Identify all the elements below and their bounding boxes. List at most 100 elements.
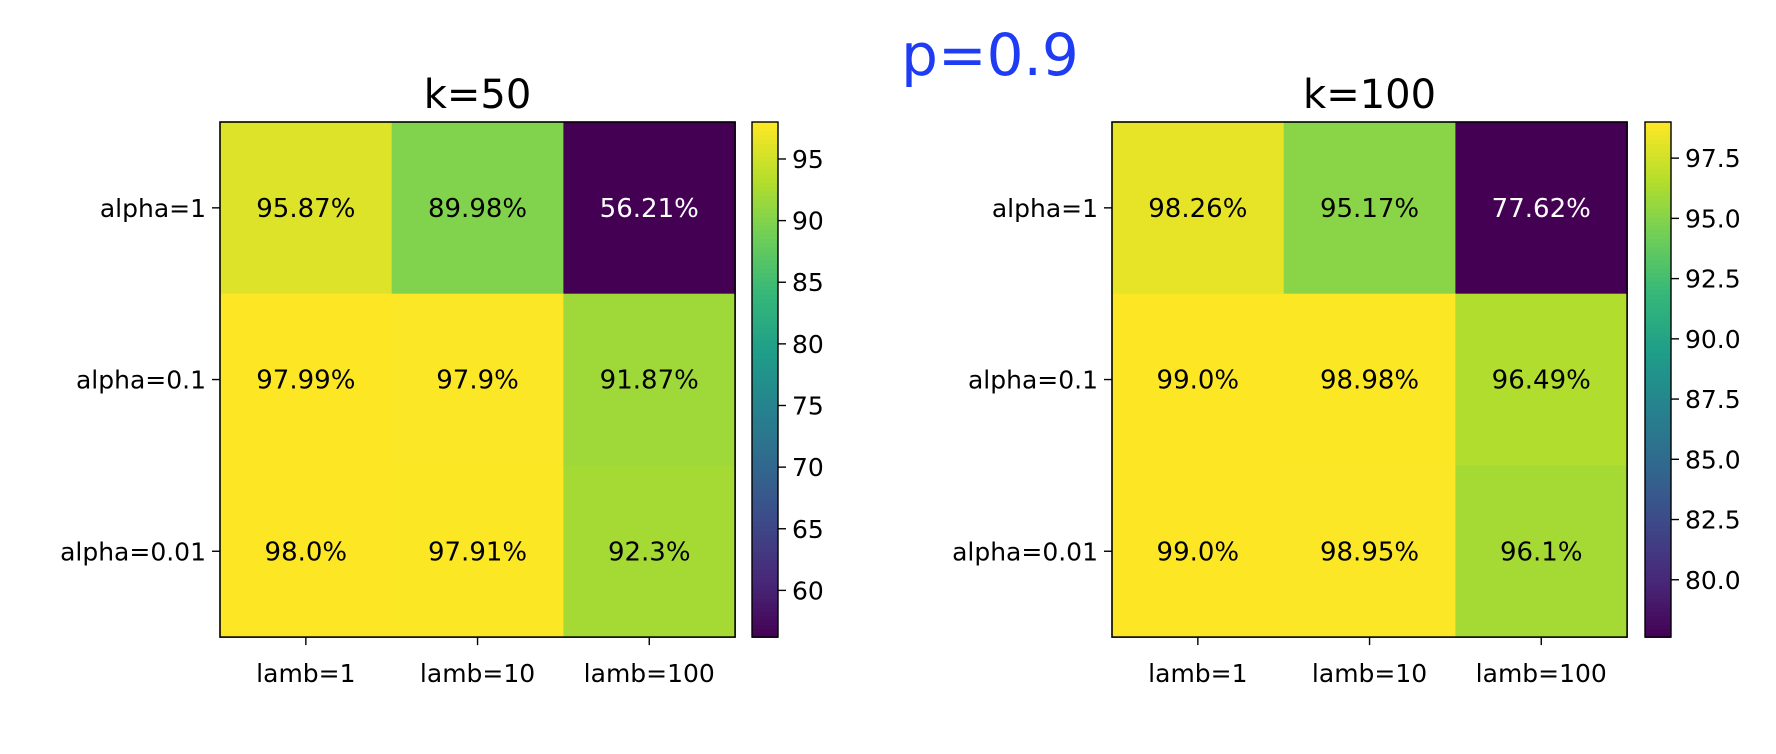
colorbar-segment bbox=[1645, 478, 1671, 484]
colorbar-segment bbox=[1645, 521, 1671, 527]
colorbar-segment bbox=[752, 315, 778, 321]
heatmap-cell bbox=[563, 122, 736, 295]
colorbar-segment bbox=[752, 418, 778, 424]
colorbar-segment bbox=[752, 306, 778, 312]
colorbar-segment bbox=[1645, 628, 1671, 634]
colorbar-segment bbox=[1645, 525, 1671, 531]
colorbar-segment bbox=[752, 229, 778, 235]
colorbar-segment bbox=[752, 482, 778, 488]
colorbar-segment bbox=[1645, 246, 1671, 252]
colorbar-segment bbox=[752, 401, 778, 407]
colorbar-segment bbox=[752, 439, 778, 445]
y-tick-label: alpha=0.01 bbox=[952, 537, 1098, 566]
colorbar-frame bbox=[751, 121, 779, 638]
colorbar-segment bbox=[752, 559, 778, 565]
colorbar-segment bbox=[752, 577, 778, 583]
colorbar-segment bbox=[752, 186, 778, 192]
colorbar-segment bbox=[1645, 164, 1671, 171]
colorbar-segment bbox=[752, 156, 778, 162]
colorbar-segment bbox=[752, 504, 778, 510]
colorbar-segment bbox=[1645, 538, 1671, 544]
colorbar-segment bbox=[1645, 263, 1671, 269]
colorbar-segment bbox=[752, 362, 778, 368]
colorbar-segment bbox=[1645, 182, 1671, 188]
colorbar-segment bbox=[752, 538, 778, 544]
heatmap-cell bbox=[1112, 122, 1285, 295]
colorbar-segment bbox=[1645, 418, 1671, 424]
colorbar-segment bbox=[1645, 225, 1671, 231]
colorbar-segment bbox=[1645, 581, 1671, 587]
colorbar-segment bbox=[752, 405, 778, 411]
heatmap-panel-1: k=50 95.87% 89.98% 56.21% 97.99% 97.9% 91.87% 9… bbox=[60, 72, 824, 688]
colorbar-segment bbox=[1645, 564, 1671, 570]
colorbar: 60 65 70 75 80 85 90 95 bbox=[751, 121, 824, 638]
colorbar-segment bbox=[752, 375, 778, 381]
colorbar-segment bbox=[1645, 285, 1671, 291]
colorbar-segment bbox=[1645, 250, 1671, 256]
colorbar-segment bbox=[752, 456, 778, 462]
colorbar-segment bbox=[1645, 272, 1671, 278]
colorbar-segment bbox=[752, 182, 778, 188]
colorbar-tick-label: 97.5 bbox=[1685, 144, 1741, 173]
colorbar-segment bbox=[1645, 194, 1671, 201]
colorbar-segment bbox=[1645, 336, 1671, 342]
colorbar-tick-label: 90 bbox=[792, 207, 824, 236]
cell-value-label: 98.0% bbox=[265, 537, 348, 567]
colorbar-segment bbox=[752, 267, 778, 274]
colorbar-segment bbox=[752, 551, 778, 557]
colorbar-segment bbox=[1645, 134, 1671, 140]
colorbar-segment bbox=[1645, 276, 1671, 282]
colorbar-segment bbox=[1645, 143, 1671, 149]
cell-value-label: 98.98% bbox=[1320, 366, 1419, 396]
colorbar-segment bbox=[752, 276, 778, 282]
colorbar-segment bbox=[1645, 559, 1671, 565]
colorbar-segment bbox=[752, 478, 778, 484]
colorbar-segment bbox=[1645, 310, 1671, 316]
colorbar-segment bbox=[752, 272, 778, 278]
colorbar-tick-label: 80.0 bbox=[1685, 566, 1741, 595]
colorbar-segment bbox=[752, 147, 778, 153]
colorbar-segment bbox=[752, 225, 778, 231]
colorbar-segment bbox=[1645, 572, 1671, 578]
colorbar-tick-label: 95.0 bbox=[1685, 204, 1741, 233]
colorbar-segment bbox=[752, 521, 778, 527]
colorbar-segment bbox=[1645, 529, 1671, 535]
colorbar-segment bbox=[1645, 516, 1671, 523]
colorbar-segment bbox=[752, 443, 778, 450]
colorbar-segment bbox=[752, 152, 778, 158]
colorbar-segment bbox=[1645, 345, 1671, 351]
y-tick-label: alpha=0.1 bbox=[76, 366, 206, 395]
colorbar-segment bbox=[1645, 568, 1671, 574]
colorbar-segment bbox=[1645, 328, 1671, 334]
y-tick-label: alpha=0.1 bbox=[968, 366, 1098, 395]
colorbar-segment bbox=[1645, 542, 1671, 548]
colorbar-segment bbox=[1645, 401, 1671, 407]
colorbar-segment bbox=[1645, 448, 1671, 454]
colorbar-segment bbox=[752, 619, 778, 626]
colorbar-segment bbox=[752, 615, 778, 621]
colorbar-tick-label: 95 bbox=[792, 145, 824, 174]
colorbar-segment bbox=[752, 122, 778, 128]
colorbar-segment bbox=[752, 143, 778, 149]
colorbar-segment bbox=[752, 508, 778, 514]
colorbar-segment bbox=[752, 207, 778, 213]
colorbar-segment bbox=[1645, 491, 1671, 497]
colorbar-segment bbox=[1645, 237, 1671, 243]
colorbar-segment bbox=[1645, 551, 1671, 557]
colorbar-tick-label: 87.5 bbox=[1685, 385, 1741, 414]
panel-title: k=100 bbox=[1303, 72, 1436, 118]
colorbar-segment bbox=[752, 564, 778, 570]
colorbar-segment bbox=[752, 255, 778, 261]
colorbar: 80.0 82.5 85.0 87.5 90.0 92.5 95.0 97.5 bbox=[1644, 121, 1741, 638]
colorbar-segment bbox=[752, 130, 778, 136]
colorbar-segment bbox=[1645, 469, 1671, 475]
colorbar-segment bbox=[1645, 589, 1671, 595]
colorbar-segment bbox=[752, 388, 778, 394]
colorbar-segment bbox=[1645, 375, 1671, 381]
colorbar-segment bbox=[752, 340, 778, 347]
heatmap-cell bbox=[1283, 465, 1456, 638]
colorbar-segment bbox=[752, 212, 778, 218]
colorbar-segment bbox=[1645, 259, 1671, 265]
cell-value-label: 98.26% bbox=[1148, 194, 1247, 224]
colorbar-segment bbox=[752, 169, 778, 175]
